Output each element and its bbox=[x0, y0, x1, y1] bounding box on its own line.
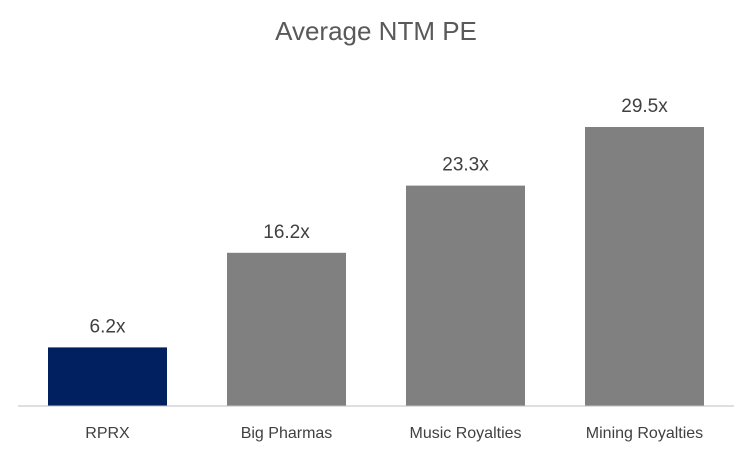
tick-label-big-pharmas: Big Pharmas bbox=[241, 425, 333, 442]
data-label-mining-royalties: 29.5x bbox=[621, 96, 668, 117]
tick-label-rprx: RPRX bbox=[85, 425, 130, 442]
tick-label-mining-royalties: Mining Royalties bbox=[586, 425, 703, 442]
bar-rprx bbox=[48, 347, 167, 406]
data-label-big-pharmas: 16.2x bbox=[263, 222, 310, 243]
data-label-rprx: 6.2x bbox=[90, 316, 126, 337]
data-labels-group: 6.2x 16.2x 23.3x 29.5x bbox=[90, 96, 669, 337]
bars-group bbox=[48, 127, 704, 406]
chart-title: Average NTM PE bbox=[275, 16, 477, 46]
tick-label-music-royalties: Music Royalties bbox=[409, 425, 521, 442]
data-label-music-royalties: 23.3x bbox=[442, 155, 489, 176]
bar-mining-royalties bbox=[585, 127, 704, 406]
bar-big-pharmas bbox=[227, 252, 346, 406]
bar-music-royalties bbox=[406, 185, 525, 406]
category-tick-labels: RPRX Big Pharmas Music Royalties Mining Roy… bbox=[85, 425, 703, 442]
